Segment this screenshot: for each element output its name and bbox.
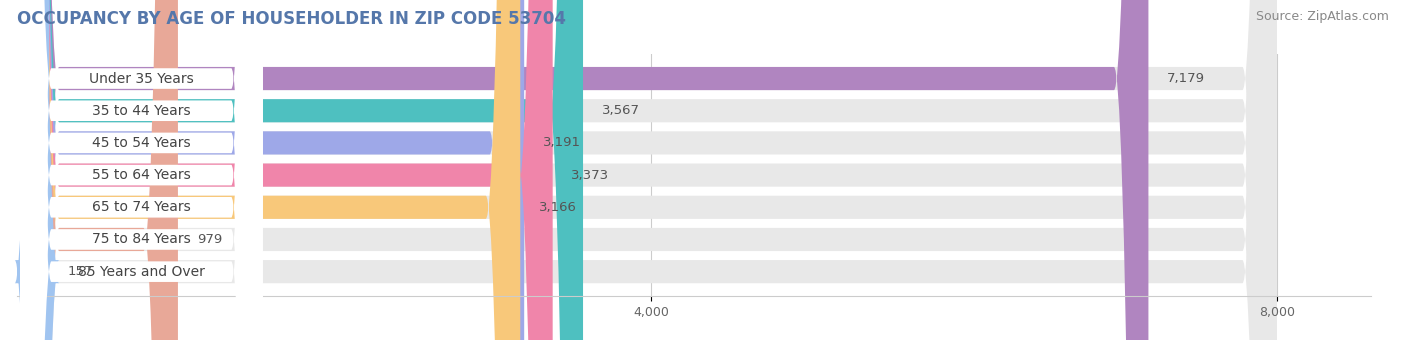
FancyBboxPatch shape [25,0,524,340]
Text: 3,166: 3,166 [538,201,576,214]
Text: 85 Years and Over: 85 Years and Over [77,265,205,279]
FancyBboxPatch shape [25,0,1277,340]
FancyBboxPatch shape [20,0,263,340]
FancyBboxPatch shape [20,0,263,340]
FancyBboxPatch shape [25,0,1277,340]
FancyBboxPatch shape [15,0,59,340]
FancyBboxPatch shape [20,0,263,340]
FancyBboxPatch shape [25,0,1277,340]
Text: 157: 157 [67,265,94,278]
FancyBboxPatch shape [25,0,1277,340]
FancyBboxPatch shape [20,0,263,340]
FancyBboxPatch shape [25,0,1277,340]
Text: 35 to 44 Years: 35 to 44 Years [91,104,191,118]
Text: 3,191: 3,191 [543,136,581,149]
FancyBboxPatch shape [20,0,263,340]
FancyBboxPatch shape [25,0,1277,340]
Text: Under 35 Years: Under 35 Years [89,71,194,86]
Text: 45 to 54 Years: 45 to 54 Years [91,136,191,150]
FancyBboxPatch shape [25,0,179,340]
Text: 3,567: 3,567 [602,104,640,117]
Text: 75 to 84 Years: 75 to 84 Years [91,233,191,246]
Text: 3,373: 3,373 [571,169,610,182]
Text: 65 to 74 Years: 65 to 74 Years [91,200,191,214]
FancyBboxPatch shape [25,0,1277,340]
Text: OCCUPANCY BY AGE OF HOUSEHOLDER IN ZIP CODE 53704: OCCUPANCY BY AGE OF HOUSEHOLDER IN ZIP C… [17,10,565,28]
Text: 55 to 64 Years: 55 to 64 Years [91,168,191,182]
Text: 979: 979 [197,233,222,246]
Text: 7,179: 7,179 [1167,72,1205,85]
FancyBboxPatch shape [20,0,263,340]
Text: Source: ZipAtlas.com: Source: ZipAtlas.com [1256,10,1389,23]
FancyBboxPatch shape [25,0,1149,340]
FancyBboxPatch shape [25,0,553,340]
FancyBboxPatch shape [25,0,583,340]
FancyBboxPatch shape [20,0,263,340]
FancyBboxPatch shape [25,0,520,340]
